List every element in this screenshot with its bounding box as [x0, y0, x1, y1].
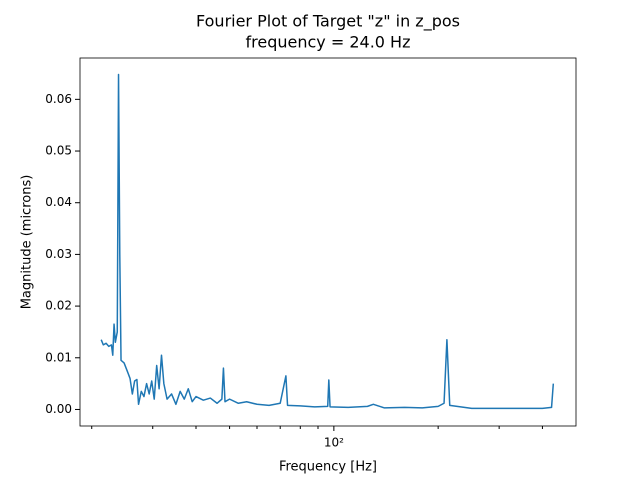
y-tick-label: 0.05: [45, 144, 72, 158]
y-tick-label: 0.03: [45, 247, 72, 261]
x-tick-label: 10²: [324, 436, 344, 450]
chart-title: Fourier Plot of Target "z" in z_pos: [196, 12, 460, 32]
plot-frame: [79, 57, 577, 427]
y-tick-label: 0.01: [45, 350, 72, 364]
y-axis-label: Magnitude (microns): [20, 175, 35, 310]
y-tick-label: 0.04: [45, 195, 72, 209]
y-tick-label: 0.06: [45, 92, 72, 106]
data-line: [100, 73, 555, 410]
chart-subtitle: frequency = 24.0 Hz: [246, 33, 411, 52]
y-tick-label: 0.00: [45, 402, 72, 416]
y-tick-label: 0.02: [45, 299, 72, 313]
x-axis-label: Frequency [Hz]: [279, 460, 377, 475]
